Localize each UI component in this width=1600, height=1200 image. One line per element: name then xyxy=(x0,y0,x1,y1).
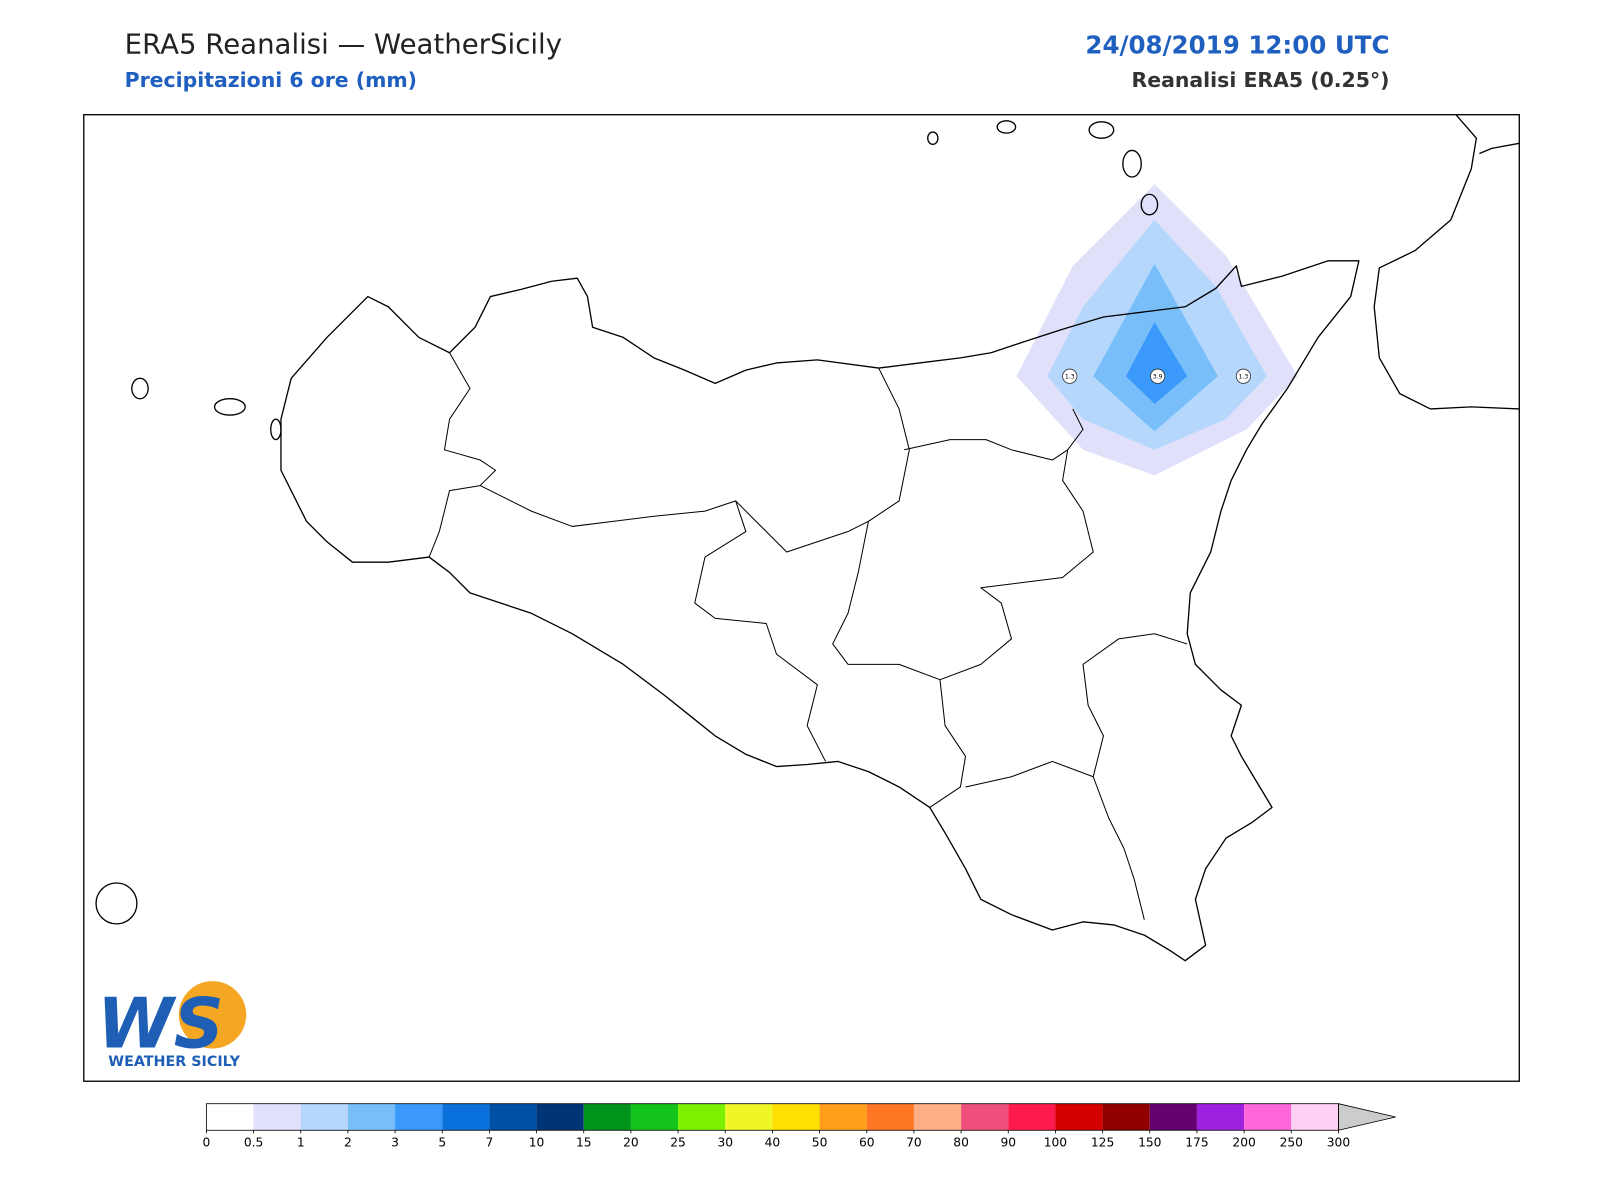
colorbar-segment xyxy=(866,1103,914,1131)
colorbar-segment xyxy=(347,1103,396,1131)
colorbar-tick-label: 15 xyxy=(576,1136,592,1150)
colorbar: 0 0.5 1 2 3 5 7 10 15 20 25 30 40 50 60 70 80 90 100 125 150… xyxy=(202,1103,1396,1150)
station-marker xyxy=(1150,368,1166,384)
colorbar-tick-label: 80 xyxy=(953,1136,969,1150)
map-frame xyxy=(83,114,1520,1082)
valid-time: 24/08/2019 12:00 UTC xyxy=(1085,30,1389,59)
colorbar-tick-label: 30 xyxy=(717,1136,733,1150)
colorbar-tick-label: 7 xyxy=(486,1136,494,1150)
colorbar-tick-label: 25 xyxy=(670,1136,686,1150)
colorbar-tick-label: 250 xyxy=(1280,1136,1303,1150)
colorbar-segment xyxy=(1102,1103,1150,1131)
colorbar-segment xyxy=(961,1103,1009,1131)
colorbar-tick-label: 150 xyxy=(1138,1136,1161,1150)
colorbar-segment xyxy=(1055,1103,1103,1131)
island xyxy=(131,377,149,400)
colorbar-segment xyxy=(536,1103,584,1131)
border xyxy=(965,760,1145,920)
calabria-coast xyxy=(1373,114,1520,410)
island xyxy=(95,882,138,925)
station-label: 3.9 xyxy=(1153,373,1163,380)
colorbar-tick-label: 0 xyxy=(202,1136,210,1150)
map: 1.3 3.9 1.3 WS WEATHER SICILY xyxy=(83,114,1520,1082)
colorbar-segment xyxy=(1008,1103,1056,1131)
colorbar-segment xyxy=(772,1103,820,1131)
logo: WS WEATHER SICILY xyxy=(97,981,247,1070)
subtitle: Precipitazioni 6 ore (mm) xyxy=(125,68,417,92)
colorbar-tick-label: 100 xyxy=(1044,1136,1067,1150)
station-marker xyxy=(1235,368,1251,384)
colorbar-tick-label: 0.5 xyxy=(244,1136,263,1150)
station-label: 1.3 xyxy=(1239,373,1249,380)
island xyxy=(1088,121,1115,139)
colorbar-segment xyxy=(1196,1103,1245,1131)
island xyxy=(1122,149,1142,178)
contour xyxy=(1125,322,1188,404)
colorbar-tick-label: 90 xyxy=(1000,1136,1016,1150)
colorbar-tick-label: 300 xyxy=(1327,1136,1350,1150)
island xyxy=(270,418,282,441)
colorbar-segment xyxy=(630,1103,679,1131)
colorbar-segment xyxy=(442,1103,490,1131)
border xyxy=(1082,633,1188,777)
colorbar-segment xyxy=(725,1103,773,1131)
colorbar-tick-label: 10 xyxy=(529,1136,545,1150)
logo-mark: WS xyxy=(97,985,224,1065)
station-label: 1.3 xyxy=(1065,373,1075,380)
colorbar-segment xyxy=(395,1103,443,1131)
border xyxy=(479,367,910,553)
island xyxy=(996,120,1017,134)
source: Reanalisi ERA5 (0.25°) xyxy=(1132,68,1390,92)
colorbar-tick-label: 70 xyxy=(906,1136,922,1150)
island xyxy=(1140,193,1159,216)
border xyxy=(929,679,967,808)
colorbar-extend xyxy=(1338,1103,1396,1131)
colorbar-tick-label: 1 xyxy=(297,1136,305,1150)
island xyxy=(213,398,246,416)
colorbar-tick-label: 60 xyxy=(859,1136,875,1150)
colorbar-tick-label: 2 xyxy=(344,1136,352,1150)
logo-sun xyxy=(178,981,247,1049)
colorbar-segment xyxy=(819,1103,867,1131)
calabria-coast xyxy=(1479,142,1520,155)
colorbar-segment xyxy=(489,1103,537,1131)
colorbar-tick-label: 20 xyxy=(623,1136,639,1150)
sicily-coast xyxy=(280,260,1360,962)
precip-contours xyxy=(1016,184,1298,476)
border xyxy=(428,352,497,558)
colorbar-segment xyxy=(300,1103,348,1131)
colorbar-segment xyxy=(206,1103,254,1131)
colorbar-segment xyxy=(1291,1103,1339,1131)
colorbar-segment xyxy=(1149,1103,1197,1131)
colorbar-segment xyxy=(1244,1103,1292,1131)
colorbar-segment xyxy=(913,1103,962,1131)
colorbar-segment xyxy=(253,1103,301,1131)
province-borders xyxy=(428,352,1188,920)
title: ERA5 Reanalisi — WeatherSicily xyxy=(125,27,562,60)
colorbar-tick-label: 50 xyxy=(812,1136,828,1150)
colorbar-tick-label: 3 xyxy=(391,1136,399,1150)
station-marker xyxy=(1062,368,1078,384)
logo-text: WEATHER SICILY xyxy=(108,1054,240,1070)
islands xyxy=(95,120,1159,925)
colorbar-tick-label: 125 xyxy=(1091,1136,1114,1150)
colorbar-tick-label: 175 xyxy=(1185,1136,1208,1150)
border xyxy=(904,439,1068,461)
colorbar-tick-label: 40 xyxy=(765,1136,781,1150)
station-values: 1.3 3.9 1.3 xyxy=(1062,368,1251,384)
border xyxy=(832,408,1094,681)
colorbar-tick-label: 5 xyxy=(438,1136,446,1150)
colorbar-segment xyxy=(678,1103,726,1131)
island xyxy=(927,131,939,145)
border xyxy=(694,500,826,762)
colorbar-segment xyxy=(583,1103,631,1131)
colorbar-tick-label: 200 xyxy=(1232,1136,1255,1150)
